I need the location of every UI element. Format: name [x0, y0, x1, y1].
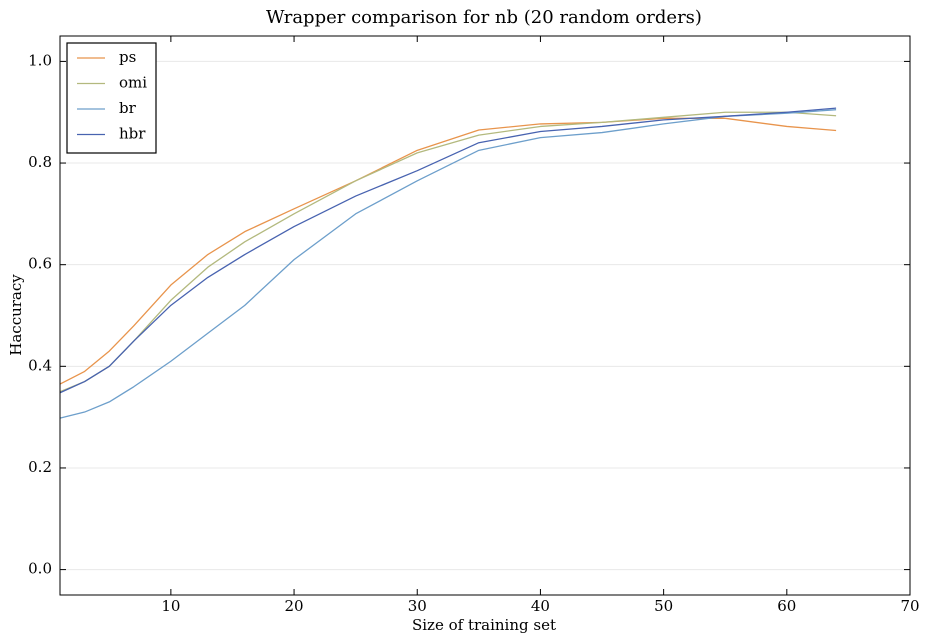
y-tick-label: 0.0 — [28, 560, 52, 578]
x-tick-label: 30 — [408, 597, 427, 615]
legend-label: br — [119, 99, 137, 117]
x-tick-label: 40 — [531, 597, 550, 615]
y-tick-label: 0.2 — [28, 458, 52, 476]
x-tick-label: 60 — [777, 597, 796, 615]
legend: ps omi br hbr — [66, 42, 157, 154]
legend-label: hbr — [119, 125, 146, 143]
x-tick-label: 20 — [285, 597, 304, 615]
plot-frame — [59, 35, 911, 596]
x-axis-label: Size of training set — [412, 616, 556, 634]
y-tick-label: 0.6 — [28, 255, 52, 273]
y-tick-label: 0.8 — [28, 153, 52, 171]
data-line — [59, 109, 837, 419]
chart-title: Wrapper comparison for nb (20 random ord… — [266, 7, 702, 28]
y-tick-label: 1.0 — [28, 51, 52, 69]
data-line — [59, 107, 837, 394]
y-tick-label: 0.4 — [28, 356, 52, 374]
x-tick-label: 50 — [654, 597, 673, 615]
y-axis-label: Haccuracy — [7, 274, 25, 356]
x-tick-label: 10 — [161, 597, 180, 615]
x-tick-label: 70 — [900, 597, 919, 615]
legend-label: ps — [119, 48, 136, 66]
legend-label: omi — [119, 74, 147, 92]
